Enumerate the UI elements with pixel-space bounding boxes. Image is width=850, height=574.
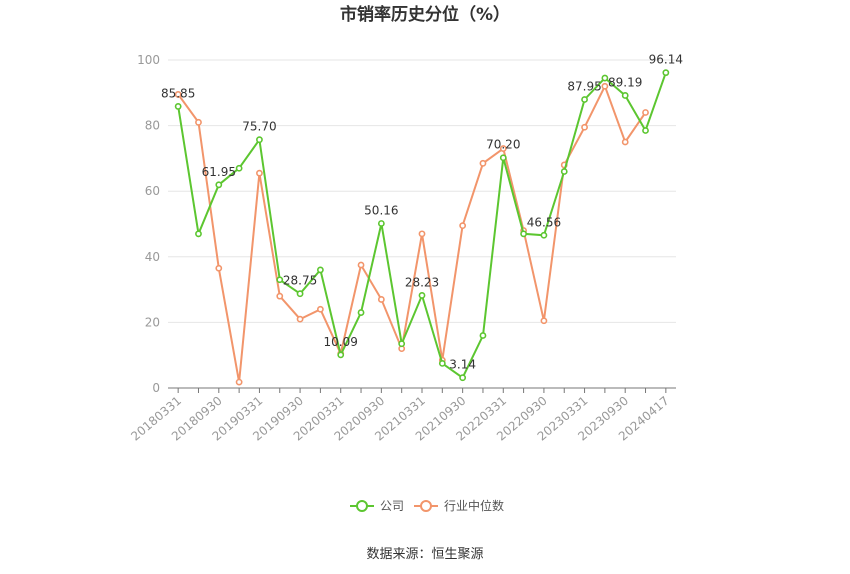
data-label: 70.20 xyxy=(486,138,520,152)
data-point xyxy=(581,96,588,103)
legend-label: 公司 xyxy=(380,499,404,513)
y-tick-label: 20 xyxy=(145,315,160,329)
data-point xyxy=(377,220,385,227)
data-label: 85.85 xyxy=(161,86,195,100)
data-point xyxy=(195,118,202,126)
data-point xyxy=(316,305,324,313)
data-point xyxy=(235,164,243,172)
data-point xyxy=(560,168,568,175)
data-point xyxy=(642,109,649,116)
data-point xyxy=(357,261,365,269)
data-point xyxy=(601,74,609,82)
legend-marker-icon xyxy=(420,500,432,512)
data-label: 50.16 xyxy=(364,203,398,217)
y-tick-label: 60 xyxy=(145,184,160,198)
y-tick-label: 0 xyxy=(152,381,160,395)
data-point xyxy=(296,315,304,323)
data-point xyxy=(520,230,527,238)
data-point xyxy=(296,290,304,298)
data-point xyxy=(459,374,467,382)
series-company xyxy=(174,69,670,382)
data-point xyxy=(276,292,284,300)
data-point xyxy=(418,292,426,299)
data-point xyxy=(398,340,406,348)
series-line xyxy=(177,72,667,380)
data-point xyxy=(215,181,223,189)
data-point xyxy=(256,169,263,177)
data-point xyxy=(174,91,182,98)
data-point xyxy=(377,296,385,303)
data-point xyxy=(418,230,426,238)
legend[interactable]: 公司 行业中位数 xyxy=(350,498,504,513)
source-note: 数据来源：恒生聚源 xyxy=(366,547,483,562)
data-point xyxy=(642,127,649,134)
data-point xyxy=(357,309,365,316)
data-point xyxy=(174,103,182,110)
series-layer xyxy=(174,69,670,386)
data-point xyxy=(479,332,487,339)
data-point xyxy=(499,145,507,152)
y-tick-label: 80 xyxy=(145,119,160,133)
data-label: 28.23 xyxy=(405,275,439,289)
data-point xyxy=(499,154,507,162)
data-label: 46.56 xyxy=(527,215,561,229)
data-point xyxy=(540,317,548,325)
data-point xyxy=(195,230,202,238)
x-axis: 2018033120180930201903312019093020200331… xyxy=(128,387,676,444)
data-point xyxy=(316,266,324,274)
data-label: 10.09 xyxy=(324,335,358,349)
data-point xyxy=(621,92,629,99)
data-label: 3.14 xyxy=(449,358,476,372)
data-label: 28.75 xyxy=(283,274,317,288)
data-point xyxy=(215,264,223,272)
data-point xyxy=(235,378,243,386)
legend-item-industry-median[interactable]: 行业中位数 xyxy=(414,498,504,513)
data-label: 89.19 xyxy=(608,75,642,89)
data-label: 61.95 xyxy=(202,165,236,179)
data-point xyxy=(479,159,487,167)
legend-item-company[interactable]: 公司 xyxy=(350,499,404,513)
legend-label: 行业中位数 xyxy=(444,498,504,513)
legend-marker-icon xyxy=(356,500,368,512)
y-tick-label: 40 xyxy=(145,250,160,264)
y-tick-label: 100 xyxy=(137,53,160,67)
data-label: 87.95 xyxy=(567,80,601,94)
data-point xyxy=(662,69,670,77)
data-point xyxy=(601,82,609,90)
data-point xyxy=(337,351,345,359)
data-point xyxy=(459,222,467,230)
data-label: 75.70 xyxy=(242,120,276,134)
data-point xyxy=(438,359,446,367)
data-label: 96.14 xyxy=(649,53,683,67)
data-labels: 85.85 61.95 75.70 28.75 10.09 50.16 28.23 3.14 7… xyxy=(161,53,683,372)
data-point xyxy=(276,276,284,284)
data-point xyxy=(256,136,263,144)
chart-title: 市销率历史分位（%） xyxy=(340,4,510,25)
data-point xyxy=(621,138,629,146)
data-point xyxy=(581,123,588,131)
grid-lines xyxy=(168,59,676,323)
y-axis-ticks: 0 20 40 60 80 100 xyxy=(137,53,160,395)
data-point xyxy=(540,231,548,239)
